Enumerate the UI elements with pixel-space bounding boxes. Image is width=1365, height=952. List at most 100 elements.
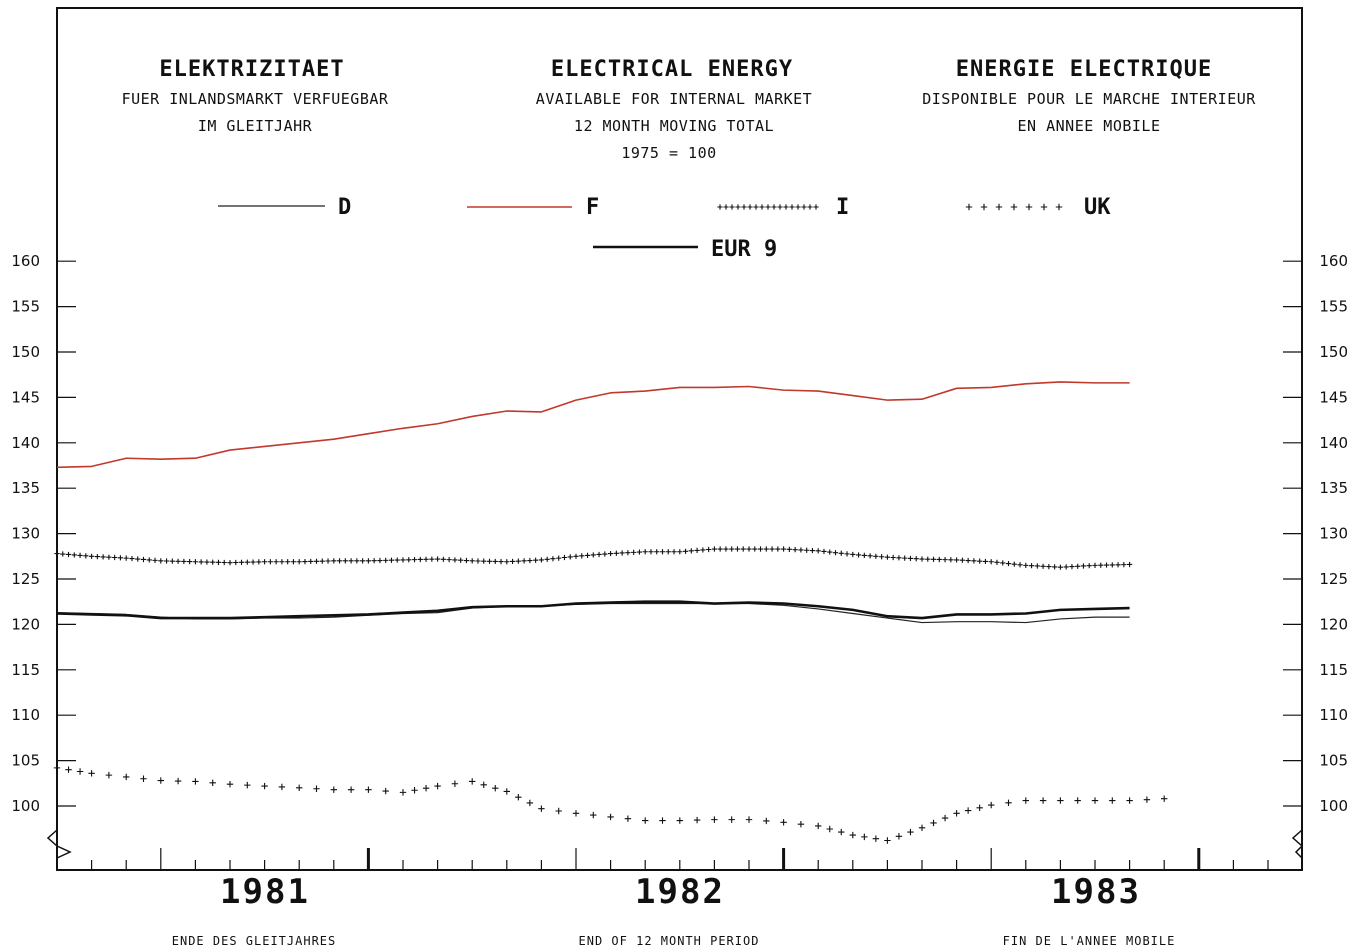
plot-frame (56, 7, 1303, 871)
series-uk-mark (76, 768, 84, 775)
series-i-mark (706, 546, 712, 553)
series-uk-mark (451, 780, 459, 787)
series-i-mark (1028, 563, 1035, 569)
series-i-mark (925, 556, 931, 562)
series-uk-mark (1022, 797, 1029, 804)
series-uk-mark (261, 782, 268, 790)
legend-i-mark (795, 204, 801, 210)
series-i-mark (1069, 563, 1075, 570)
series-i-mark (1115, 562, 1121, 568)
y-tick-label-right-110: 110 (1319, 706, 1348, 724)
series-i-mark (458, 557, 464, 563)
series-i-mark (838, 550, 844, 556)
series-i-mark (746, 546, 752, 552)
series-i-mark (561, 554, 568, 561)
series-uk-mark (872, 835, 880, 842)
series-uk-mark (918, 824, 926, 831)
y-tick-label-right-125: 125 (1319, 570, 1348, 588)
series-i-mark (636, 549, 643, 555)
y-tick-label-left-100: 100 (11, 797, 40, 815)
series-i-mark (1000, 560, 1006, 566)
series-i-mark (763, 546, 769, 552)
series-uk-mark (693, 816, 701, 824)
series-i-mark (100, 554, 106, 560)
series-eur9 (56, 600, 1130, 620)
series-i-mark (123, 555, 129, 561)
series-i-mark (867, 553, 873, 559)
series-i-mark (873, 553, 879, 559)
series-i-mark (994, 559, 1000, 565)
legend-uk-mark (980, 203, 988, 211)
y-tick-label-right-130: 130 (1319, 525, 1348, 543)
series-uk-mark (907, 828, 914, 836)
heading-en-line2: 12 MONTH MOVING TOTAL (574, 117, 774, 135)
series-i-mark (544, 556, 550, 562)
series-i-mark (573, 553, 579, 559)
y-tick-label-right-145: 145 (1319, 388, 1348, 406)
y-tick-label-left-130: 130 (11, 525, 40, 543)
series-uk-mark (797, 820, 805, 828)
series-i-mark (884, 554, 890, 560)
series-i-mark (308, 558, 314, 565)
series-i-mark (140, 556, 147, 563)
legend-swatch-i (717, 204, 819, 210)
x-tick-label-1982: 1982 (635, 872, 725, 912)
series-i-mark (1098, 562, 1104, 568)
series-i-mark (1086, 563, 1092, 569)
series-i-mark (175, 558, 181, 564)
series-i-mark (135, 556, 141, 562)
series-uk-mark (330, 786, 337, 793)
series-i-mark (717, 546, 723, 552)
series-i-mark (752, 546, 758, 552)
series-uk-mark (515, 794, 522, 801)
series-i-mark (567, 554, 573, 560)
series-i-mark (279, 559, 285, 565)
series-i-mark (152, 557, 158, 563)
series-i-mark (423, 556, 429, 562)
series-i-mark (486, 558, 493, 564)
series-i-mark (1063, 564, 1069, 570)
series-i-mark (798, 547, 804, 553)
series-i-mark (757, 546, 764, 552)
series-i-mark (1092, 562, 1098, 568)
legend-swatch-uk (965, 203, 1063, 211)
series-i-mark (821, 548, 827, 555)
series-i-mark (521, 558, 527, 564)
series-i-mark (1046, 563, 1052, 570)
series-uk-mark (895, 833, 903, 840)
series-i-mark (365, 558, 371, 564)
series-i-mark (77, 552, 83, 558)
series-i-mark (602, 551, 608, 557)
y-tick-label-right-140: 140 (1319, 434, 1348, 452)
series-i-mark (71, 552, 77, 558)
legend-i-mark (753, 204, 759, 210)
series-i-mark (590, 552, 596, 558)
series-uk-mark (140, 775, 147, 782)
series-i-mark (1040, 563, 1046, 569)
series-i-mark (469, 558, 475, 564)
series-i-mark (509, 558, 516, 565)
legend-i-mark (801, 204, 807, 210)
legend-uk-mark (1055, 203, 1063, 211)
series-i-mark (584, 552, 591, 558)
series-i-mark (619, 550, 625, 556)
series-i-mark (65, 551, 72, 558)
series-uk-mark (815, 822, 822, 830)
legend-uk-mark (1040, 203, 1048, 211)
series-i-mark (463, 557, 470, 564)
series-i-mark (913, 556, 919, 562)
series-i-mark (215, 559, 222, 565)
series-i-mark (371, 558, 377, 564)
legend-uk-mark (995, 203, 1003, 211)
heading-en-line3: 1975 = 100 (621, 144, 716, 162)
legend-i-mark (747, 204, 753, 210)
legend-i-mark (789, 204, 795, 210)
series-i-mark (262, 559, 268, 565)
series-uk-mark (1005, 799, 1012, 807)
series-eur9-line (56, 600, 1130, 620)
series-i-mark (890, 554, 896, 561)
series-i-mark (631, 549, 637, 555)
series-i-mark (1034, 563, 1040, 569)
x-tick-label-1983: 1983 (1051, 872, 1141, 912)
